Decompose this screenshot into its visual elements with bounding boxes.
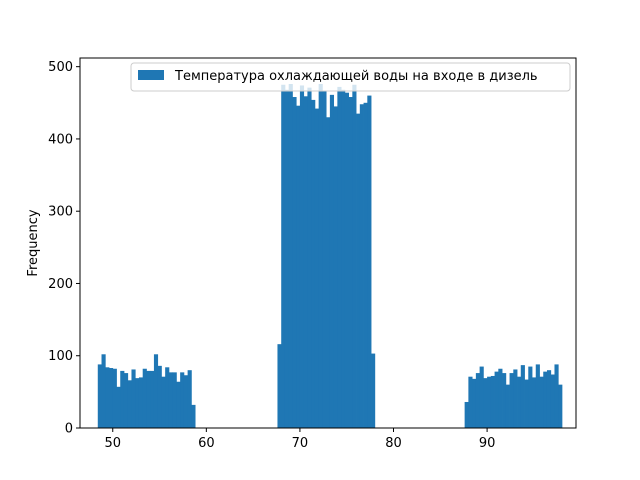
- histogram-bar: [543, 371, 548, 428]
- histogram-bar: [472, 378, 477, 428]
- y-tick-label: 100: [48, 349, 73, 364]
- histogram-bar: [326, 117, 331, 428]
- histogram-bar: [318, 84, 323, 429]
- histogram-bar: [487, 376, 492, 428]
- x-tick-label: 70: [292, 436, 309, 451]
- histogram-bar: [142, 368, 147, 428]
- histogram-bar: [490, 375, 495, 428]
- histogram-bar: [329, 94, 335, 429]
- histogram-bar: [292, 97, 297, 429]
- histogram-bar: [277, 344, 282, 428]
- histogram-bar: [513, 369, 518, 428]
- histogram-bar: [112, 368, 117, 428]
- histogram-bar: [307, 87, 312, 428]
- histogram-bar: [288, 84, 293, 429]
- histogram-bar: [554, 364, 559, 428]
- histogram-bar: [165, 367, 170, 428]
- histogram-bar: [359, 104, 364, 428]
- histogram-bar: [299, 85, 305, 429]
- histogram-bar: [535, 364, 540, 428]
- histogram-bar: [483, 378, 488, 428]
- histogram-bar: [468, 376, 473, 428]
- histogram-bar: [505, 384, 510, 428]
- histogram-bar: [539, 376, 544, 428]
- histogram-bar: [498, 368, 503, 428]
- histogram-bar: [341, 89, 346, 429]
- legend-label: Температура охлаждающей воды на входе в …: [174, 69, 538, 84]
- histogram-bar: [550, 374, 555, 428]
- histogram-bar: [311, 99, 316, 428]
- y-tick-label: 0: [65, 422, 73, 437]
- histogram-bar: [528, 366, 533, 428]
- legend-box: [130, 62, 571, 92]
- histogram-bar: [135, 378, 140, 428]
- histogram-bar: [150, 370, 155, 428]
- histogram-bar: [558, 384, 563, 428]
- histogram-bar: [532, 377, 537, 428]
- histogram-bar: [352, 84, 357, 429]
- histogram-bar: [546, 370, 552, 428]
- histogram-bar: [172, 372, 177, 428]
- histogram-bar: [524, 379, 529, 428]
- x-tick-label: 80: [385, 436, 402, 451]
- y-tick-label: 300: [48, 205, 73, 220]
- histogram-bar: [479, 366, 484, 428]
- histogram-bar: [168, 372, 174, 428]
- histogram-bar: [127, 380, 132, 428]
- histogram-bar: [502, 373, 507, 428]
- histogram-bar: [344, 92, 349, 428]
- legend: Температура охлаждающей воды на входе в …: [130, 62, 571, 92]
- histogram-bar: [131, 369, 136, 428]
- x-tick-label: 50: [104, 436, 121, 451]
- histogram-bars: [97, 84, 563, 429]
- histogram-bar: [153, 354, 159, 428]
- histogram-bar: [314, 108, 320, 428]
- histogram-bar: [183, 375, 189, 428]
- histogram-bar: [348, 97, 353, 429]
- histogram-bar: [161, 376, 166, 428]
- histogram-bar: [494, 371, 499, 428]
- histogram-bar: [180, 372, 185, 428]
- histogram-bar: [322, 91, 327, 429]
- y-tick-label: 400: [48, 132, 73, 147]
- histogram-bar: [105, 367, 110, 428]
- histogram-bar: [475, 373, 480, 428]
- histogram-bar: [517, 376, 522, 428]
- legend-swatch: [138, 70, 164, 80]
- histogram-bar: [138, 377, 144, 428]
- histogram-bar: [509, 373, 514, 428]
- y-axis-title: Frequency: [26, 209, 41, 276]
- y-tick-label: 200: [48, 277, 73, 292]
- y-axis-ticks: 0 100 200 300 400 500: [48, 60, 80, 437]
- histogram-bar: [191, 404, 196, 429]
- histogram-bar: [367, 95, 372, 428]
- histogram-bar: [187, 370, 192, 428]
- plot-area-frame: [79, 57, 577, 429]
- histogram-bar: [337, 86, 342, 428]
- histogram-bar: [356, 113, 361, 428]
- histogram-bar: [146, 370, 151, 428]
- histogram-bar: [97, 364, 102, 428]
- histogram-bar: [123, 373, 129, 428]
- histogram-bar: [371, 353, 376, 428]
- histogram-bar: [464, 401, 469, 428]
- y-tick-label: 500: [48, 60, 73, 75]
- histogram-bar: [101, 354, 106, 428]
- histogram-bar: [109, 368, 114, 428]
- histogram-bar: [333, 106, 338, 429]
- histogram-bar: [176, 381, 181, 428]
- histogram-bar: [116, 386, 121, 428]
- histogram-bar: [296, 105, 301, 428]
- histogram-bar: [157, 365, 162, 428]
- x-tick-label: 60: [198, 436, 215, 451]
- x-tick-label: 90: [479, 436, 496, 451]
- x-axis-ticks: 50 60 70 80 90: [104, 428, 495, 451]
- histogram-bar: [303, 96, 308, 429]
- histogram-bar: [284, 89, 290, 429]
- histogram-bar: [363, 102, 368, 429]
- histogram-bar: [120, 370, 125, 428]
- histogram-bar: [281, 84, 286, 429]
- histogram-bar: [520, 365, 525, 428]
